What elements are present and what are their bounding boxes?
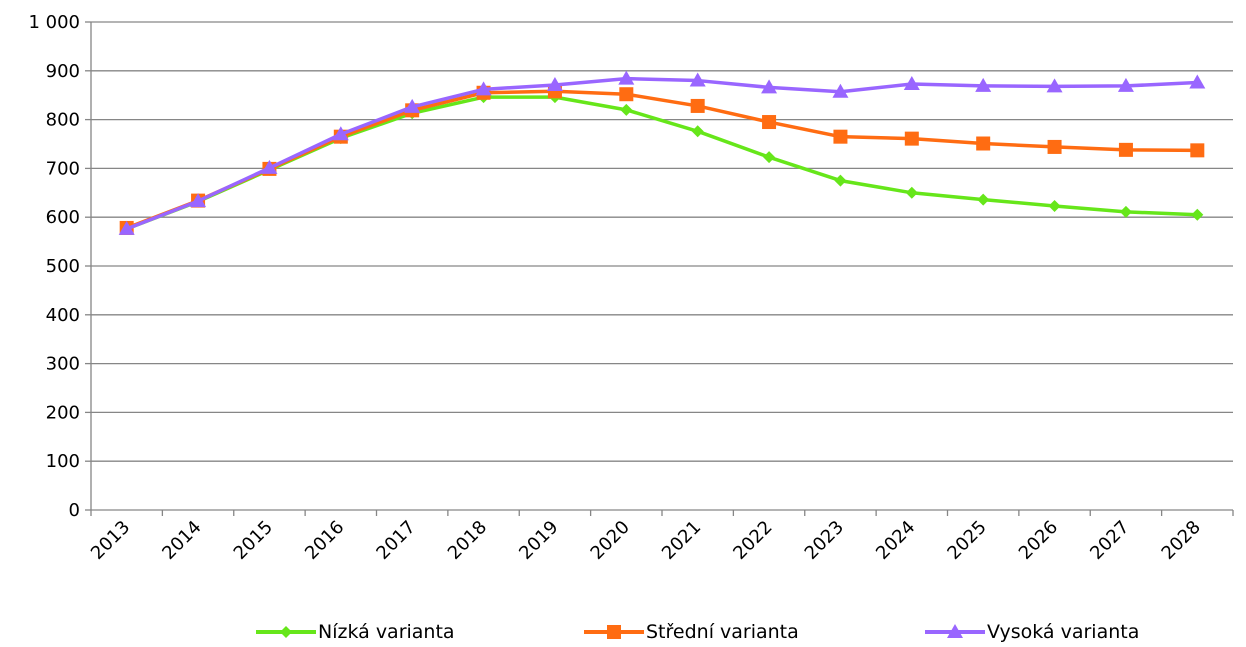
- series-line: [126, 95, 1198, 231]
- x-tick-label: 2017: [372, 517, 419, 564]
- gridlines: [91, 21, 1233, 462]
- data-point: [1190, 143, 1205, 158]
- y-tick-label: 1 000: [28, 12, 80, 33]
- data-point: [834, 174, 847, 187]
- x-tick-label: 2021: [658, 517, 705, 564]
- legend-swatch-nizka: [256, 626, 316, 638]
- data-point: [1046, 78, 1063, 93]
- y-tick-label: 800: [46, 110, 80, 131]
- x-tick-label: 2015: [230, 517, 277, 564]
- legend-swatch-vysoka: [925, 624, 985, 638]
- x-tick-label: 2027: [1086, 517, 1133, 564]
- y-axis-tick-labels: 0 100 200 300 400 500 600 700 800 900 1 000: [28, 12, 80, 521]
- data-point: [762, 115, 777, 130]
- data-point: [190, 193, 207, 208]
- data-point: [977, 193, 990, 206]
- legend-item-vysoka: Vysoká varianta: [925, 617, 1139, 647]
- data-point: [261, 159, 278, 174]
- data-point: [118, 220, 135, 235]
- x-tick-label: 2022: [729, 517, 776, 564]
- x-tick-label: 2014: [158, 517, 205, 564]
- y-tick-label: 500: [46, 256, 80, 277]
- data-point: [620, 103, 633, 116]
- x-tick-label: 2016: [301, 517, 348, 564]
- legend-item-stredni: Střední varianta: [584, 617, 799, 647]
- data-point: [1119, 205, 1132, 218]
- x-axis-tick-labels: 2013 2014 2015 2016 2017 2018 2019 2020 2021 2022…: [87, 517, 1205, 564]
- data-point: [1117, 77, 1134, 92]
- y-tick-label: 700: [46, 158, 80, 179]
- legend-label-nizka: Nízká varianta: [318, 621, 455, 643]
- data-point: [404, 98, 421, 113]
- data-point: [833, 129, 848, 144]
- legend-item-nizka: Nízká varianta: [256, 617, 455, 647]
- y-tick-label: 400: [46, 305, 80, 326]
- x-tick-label: 2026: [1015, 517, 1062, 564]
- legend-marker-stredni: [607, 625, 621, 639]
- data-point: [904, 131, 919, 146]
- data-point: [1047, 139, 1062, 154]
- x-tick-label: 2023: [801, 517, 848, 564]
- data-point: [1189, 74, 1206, 89]
- y-tick-label: 300: [46, 354, 80, 375]
- x-tick-label: 2028: [1158, 517, 1205, 564]
- y-tick-label: 900: [46, 61, 80, 82]
- legend-label-vysoka: Vysoká varianta: [987, 621, 1140, 643]
- x-tick-label: 2024: [872, 517, 919, 564]
- legend: Nízká varianta Střední varianta Vysoká v…: [0, 617, 1246, 647]
- y-tick-label: 600: [46, 207, 80, 228]
- data-point: [1048, 199, 1061, 212]
- data-point: [475, 81, 492, 96]
- data-point: [761, 79, 778, 94]
- x-tick-label: 2025: [943, 517, 990, 564]
- data-point: [689, 72, 706, 87]
- x-tick-label: 2019: [515, 517, 562, 564]
- data-series: [118, 70, 1206, 235]
- data-point: [975, 77, 992, 92]
- data-point: [690, 98, 705, 113]
- x-tick-label: 2018: [444, 517, 491, 564]
- y-tick-label: 100: [46, 451, 80, 472]
- data-point: [1191, 208, 1204, 221]
- legend-label-stredni: Střední varianta: [646, 621, 799, 643]
- x-tick-label: 2013: [87, 517, 134, 564]
- data-point: [903, 75, 920, 90]
- x-tick-label: 2020: [587, 517, 634, 564]
- series-2: [119, 84, 1205, 235]
- data-point: [618, 70, 635, 85]
- data-point: [1118, 142, 1133, 157]
- series-line: [126, 76, 1198, 231]
- axes: [85, 21, 1234, 516]
- data-point: [905, 186, 918, 199]
- legend-swatch-stredni: [584, 625, 644, 639]
- data-point: [691, 125, 704, 138]
- legend-marker-vysoka: [947, 624, 963, 638]
- legend-marker-nizka: [280, 626, 292, 638]
- series-3: [118, 70, 1206, 235]
- y-tick-label: 200: [46, 402, 80, 423]
- data-point: [546, 76, 563, 91]
- data-point: [763, 151, 776, 164]
- data-point: [832, 83, 849, 98]
- data-point: [976, 136, 991, 151]
- y-tick-label: 0: [69, 500, 80, 521]
- data-point: [332, 126, 349, 141]
- data-point: [619, 87, 634, 102]
